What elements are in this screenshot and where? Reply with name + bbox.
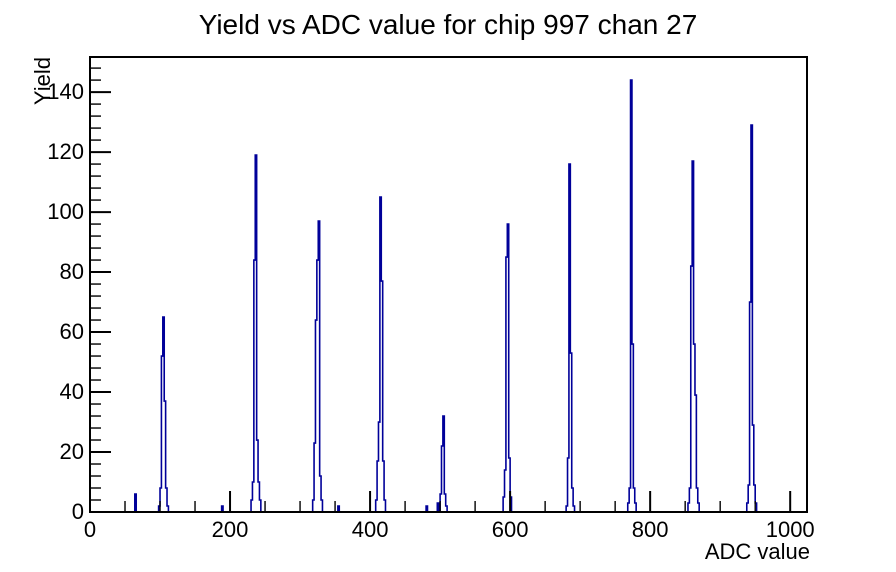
y-tick-label: 40 xyxy=(60,379,84,404)
x-tick-label: 800 xyxy=(632,517,669,542)
y-tick-label: 0 xyxy=(72,499,84,524)
x-axis-title: ADC value xyxy=(704,539,810,564)
chart-title: Yield vs ADC value for chip 997 chan 27 xyxy=(198,9,698,40)
y-tick-label: 20 xyxy=(60,439,84,464)
y-tick-label: 120 xyxy=(47,139,84,164)
x-tick-label: 0 xyxy=(84,517,96,542)
y-tick-label: 80 xyxy=(60,259,84,284)
x-tick-label: 400 xyxy=(352,517,389,542)
y-tick-label: 60 xyxy=(60,319,84,344)
x-tick-label: 200 xyxy=(212,517,249,542)
x-tick-label: 600 xyxy=(492,517,529,542)
y-tick-label: 140 xyxy=(47,79,84,104)
x-tick-label: 1000 xyxy=(766,517,815,542)
y-axis-title: Yield xyxy=(30,57,55,106)
y-tick-label: 100 xyxy=(47,199,84,224)
plot-frame xyxy=(89,56,808,513)
histogram-line xyxy=(90,79,807,513)
